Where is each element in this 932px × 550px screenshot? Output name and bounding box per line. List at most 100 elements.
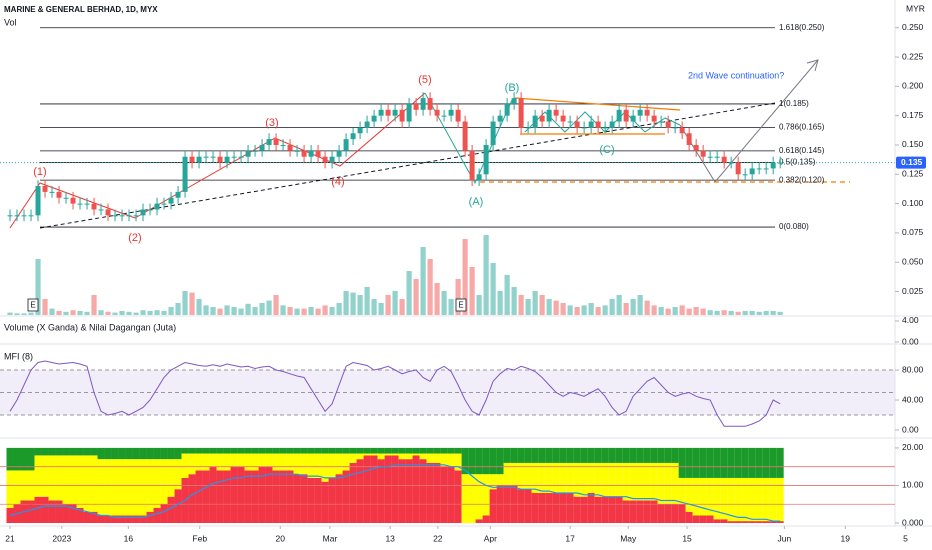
- stack-segment: [517, 447, 525, 463]
- stack-segment: [594, 462, 602, 497]
- volume-bar: [161, 311, 167, 315]
- stack-segment: [370, 447, 378, 454]
- candle-body: [287, 144, 293, 151]
- wave-label: (3): [265, 117, 278, 129]
- stack-segment: [363, 453, 371, 456]
- stack-segment: [538, 492, 546, 524]
- candle-body: [406, 103, 412, 122]
- volume-bar: [245, 303, 251, 315]
- volume-bar: [133, 312, 139, 315]
- stack-segment: [755, 447, 763, 478]
- y-tick-label: 0.225: [902, 51, 924, 61]
- stack-segment: [174, 447, 182, 460]
- stack-segment: [489, 489, 497, 524]
- volume-bar: [532, 291, 538, 315]
- volume-bar: [189, 292, 195, 315]
- currency-label: MYR: [906, 3, 925, 13]
- candle-body: [616, 109, 622, 122]
- stack-segment: [622, 447, 630, 463]
- volume-bar: [259, 303, 265, 315]
- stack-segment: [601, 447, 609, 463]
- x-tick-label: 21: [5, 533, 15, 543]
- volume-bar: [21, 313, 27, 315]
- candle-body: [84, 203, 90, 205]
- fib-label: 1.618(0.250): [779, 23, 825, 32]
- volume-bar: [266, 300, 272, 315]
- stack-segment: [608, 496, 616, 524]
- fib-label: 1(0.185): [779, 99, 809, 108]
- stack-segment: [720, 477, 728, 520]
- candle-body: [196, 156, 202, 163]
- candle-body: [623, 109, 629, 122]
- stack-segment: [349, 462, 357, 524]
- volume-bar: [217, 308, 223, 315]
- stack-segment: [356, 459, 364, 524]
- candle-body: [609, 121, 615, 128]
- stack-segment: [538, 447, 546, 463]
- stack-segment: [62, 447, 70, 456]
- volume-bar: [721, 310, 727, 315]
- stack-segment: [615, 496, 623, 524]
- stack-segment: [433, 453, 441, 463]
- candle-body: [343, 139, 349, 151]
- stack-segment: [552, 462, 560, 493]
- stack-segment: [97, 459, 105, 516]
- stack-segment: [195, 453, 203, 471]
- stack-segment: [699, 447, 707, 478]
- stack-segment: [566, 462, 574, 493]
- stack-segment: [685, 477, 693, 512]
- stack-segment: [503, 462, 511, 486]
- volume-bar: [553, 300, 559, 315]
- volume-bar: [420, 247, 426, 315]
- stack-segment: [755, 477, 763, 522]
- stack-segment: [671, 504, 679, 524]
- candle-body: [518, 98, 524, 128]
- stack-segment: [153, 447, 161, 460]
- candle-body: [28, 215, 34, 217]
- candle-body: [49, 191, 55, 193]
- stack-segment: [734, 477, 742, 522]
- candle-body: [700, 150, 706, 157]
- candle-body: [420, 98, 426, 110]
- stack-segment: [741, 521, 749, 524]
- volume-bar: [280, 305, 286, 315]
- stack-segment: [335, 447, 343, 454]
- candle-body: [189, 156, 195, 163]
- stack-segment: [769, 477, 777, 522]
- y-tick-label: 0.125: [902, 169, 924, 179]
- stack-segment: [160, 447, 168, 460]
- candle-body: [441, 115, 447, 117]
- stack-segment: [734, 521, 742, 524]
- stack-segment: [146, 447, 154, 460]
- volume-bar: [700, 308, 706, 315]
- stack-segment: [391, 447, 399, 454]
- x-tick-label: 5: [903, 533, 908, 543]
- candle-body: [511, 98, 517, 104]
- candle-body: [378, 109, 384, 116]
- stack-segment: [419, 453, 427, 460]
- front-layer: 1.618(0.250) 1(0.185) 0.786(0.165) 0.618(0.…: [7, 23, 825, 231]
- stack-segment: [216, 447, 224, 454]
- volume-bar: [427, 259, 433, 315]
- x-tick-label: 19: [841, 533, 851, 543]
- candle-body: [161, 203, 167, 205]
- stack-segment: [237, 466, 245, 524]
- candle-body: [280, 144, 286, 146]
- stack-segment: [279, 470, 287, 524]
- stack-segment: [440, 447, 448, 454]
- stack-segment: [447, 453, 455, 467]
- stack-segment: [41, 496, 49, 524]
- stack-segment: [657, 504, 665, 524]
- stack-segment: [328, 477, 336, 524]
- wave-label: (B): [505, 82, 520, 94]
- stack-segment: [377, 459, 385, 524]
- stack-segment: [132, 447, 140, 460]
- stack-segment: [664, 447, 672, 463]
- stack-segment: [335, 474, 343, 524]
- stack-segment: [650, 447, 658, 463]
- candle-body: [392, 109, 398, 116]
- candle-body: [224, 156, 230, 163]
- candle-body: [539, 115, 545, 122]
- fib-label: 0(0.080): [779, 222, 809, 231]
- volume-bar: [567, 305, 573, 315]
